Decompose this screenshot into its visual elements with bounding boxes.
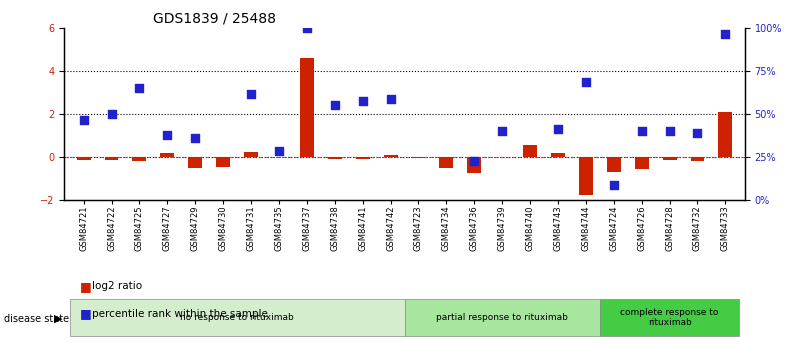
Bar [467,157,481,173]
Point [496,128,509,134]
Bar [523,145,537,157]
Bar [412,157,425,158]
Bar [690,157,704,161]
Bar [440,157,453,168]
Bar [105,157,119,159]
Text: ■: ■ [80,307,92,321]
Point [300,25,313,30]
FancyBboxPatch shape [600,299,739,336]
Point [133,85,146,91]
Point [719,31,732,37]
Text: GDS1839 / 25488: GDS1839 / 25488 [153,11,276,25]
Point [356,98,369,104]
Bar [579,157,593,195]
Bar [244,152,258,157]
Point [189,135,202,140]
Point [607,182,620,188]
Text: partial response to rituximab: partial response to rituximab [437,313,568,322]
Bar [300,58,314,157]
Bar [356,157,369,159]
Text: no response to rituximab: no response to rituximab [180,313,294,322]
Bar [160,153,175,157]
Text: log2 ratio: log2 ratio [92,282,143,291]
Point [77,118,90,123]
Point [244,92,257,97]
FancyBboxPatch shape [70,299,405,336]
Point [161,132,174,138]
Text: disease state: disease state [4,314,69,324]
Text: ▶: ▶ [54,314,63,324]
Text: ■: ■ [80,280,92,293]
Point [328,102,341,108]
FancyBboxPatch shape [405,299,600,336]
Point [691,130,704,136]
Bar [551,153,565,157]
Bar [188,157,202,168]
Bar [607,157,621,172]
Bar [384,155,397,157]
Point [579,79,592,84]
Point [105,111,118,117]
Bar [662,157,677,159]
Point [663,128,676,134]
Bar [718,112,732,157]
Point [384,96,397,101]
Point [468,159,481,164]
Bar [77,157,91,160]
Bar [634,157,649,169]
Point [552,126,565,132]
Text: percentile rank within the sample: percentile rank within the sample [92,309,268,319]
Bar [328,157,342,159]
Bar [216,157,230,167]
Bar [132,157,147,161]
Point [272,148,285,153]
Text: complete response to
rituximab: complete response to rituximab [621,308,718,327]
Point [635,128,648,134]
